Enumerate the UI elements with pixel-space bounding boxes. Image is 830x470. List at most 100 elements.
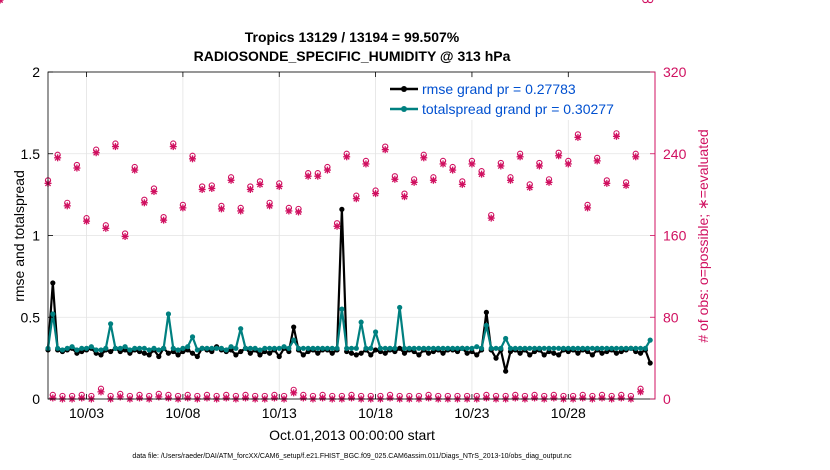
totalspread-point — [397, 304, 403, 311]
totalspread-point — [541, 345, 547, 351]
obs-evaluated-marker — [617, 394, 625, 402]
rmse-point — [353, 352, 359, 358]
rmse-point — [589, 352, 595, 358]
x-tick-label: 10/03 — [69, 405, 104, 421]
totalspread-point — [483, 322, 489, 329]
obs-evaluated-marker — [285, 207, 293, 215]
obs-evaluated-marker — [386, 394, 394, 402]
totalspread-point — [291, 337, 297, 343]
y-left-tick-label: 1 — [32, 228, 40, 244]
obs-evaluated-marker — [270, 394, 278, 402]
totalspread-point — [344, 345, 350, 351]
obs-evaluated-marker — [497, 162, 505, 170]
totalspread-point — [546, 345, 552, 351]
x-tick-label: 10/13 — [262, 405, 297, 421]
totalspread-point — [580, 345, 586, 351]
totalspread-point — [633, 345, 639, 351]
obs-possible-marker — [642, 0, 649, 4]
rmse-point — [474, 352, 480, 358]
totalspread-point — [527, 345, 533, 351]
totalspread-point — [88, 344, 94, 350]
obs-evaluated-marker — [203, 394, 211, 402]
totalspread-point — [647, 337, 653, 343]
totalspread-point — [623, 345, 629, 351]
totalspread-point — [324, 345, 331, 351]
totalspread-point — [83, 345, 90, 351]
y-right-tick-label: 240 — [663, 146, 687, 162]
totalspread-point — [618, 345, 624, 351]
rmse-point — [527, 352, 533, 358]
obs-evaluated-marker — [222, 394, 230, 402]
rmse-point — [156, 353, 162, 360]
obs-evaluated-marker — [121, 233, 129, 240]
totalspread-point — [74, 347, 80, 353]
totalspread-point — [329, 345, 335, 351]
rmse-point — [257, 352, 263, 358]
totalspread-point — [401, 345, 408, 351]
totalspread-point — [589, 345, 595, 351]
obs-evaluated-marker — [622, 181, 630, 189]
rmse-point — [50, 280, 56, 286]
obs-evaluated-marker — [545, 178, 553, 186]
obs-evaluated-marker — [487, 214, 495, 222]
obs-evaluated-marker — [478, 170, 486, 178]
obs-evaluated-marker — [506, 176, 514, 184]
totalspread-point — [214, 345, 220, 351]
totalspread-point — [348, 345, 355, 351]
obs-evaluated-marker — [637, 388, 645, 396]
totalspread-point — [267, 345, 273, 351]
totalspread-point — [108, 321, 114, 327]
obs-evaluated-marker — [299, 394, 307, 402]
rmse-point — [247, 350, 253, 356]
totalspread-point — [339, 306, 345, 312]
obs-evaluated-marker — [102, 224, 110, 232]
totalspread-point — [536, 345, 542, 351]
totalspread-point — [180, 345, 186, 351]
totalspread-point — [382, 345, 388, 351]
obs-evaluated-marker — [323, 166, 331, 174]
totalspread-point — [531, 345, 538, 351]
y-left-axis-label: rmse and totalspread — [11, 170, 27, 302]
obs-evaluated-marker — [198, 185, 206, 193]
obs-evaluated-marker — [237, 207, 245, 215]
rmse-point — [493, 355, 499, 361]
obs-evaluated-marker — [584, 204, 592, 212]
totalspread-point — [132, 345, 138, 351]
obs-evaluated-marker — [550, 394, 558, 402]
rmse-point — [238, 348, 244, 355]
obs-evaluated-marker — [266, 202, 274, 210]
totalspread-point — [613, 345, 620, 351]
obs-evaluated-marker — [574, 133, 582, 141]
obs-evaluated-marker — [439, 160, 447, 168]
obs-evaluated-marker — [54, 154, 62, 162]
rmse-point — [647, 360, 653, 366]
obs-evaluated-marker — [482, 394, 490, 402]
totalspread-point — [276, 345, 282, 351]
obs-evaluated-marker — [290, 389, 298, 397]
rmse-point — [613, 350, 620, 356]
rmse-point — [440, 350, 446, 356]
legend-spread-label: totalspread grand pr = 0.30277 — [422, 101, 614, 117]
obs-evaluated-marker — [400, 193, 408, 201]
rmse-point — [358, 350, 364, 356]
rmse-point — [503, 368, 509, 374]
obs-evaluated-marker — [319, 394, 327, 402]
obs-evaluated-marker — [449, 166, 457, 174]
totalspread-point — [450, 345, 456, 351]
obs-evaluated-marker — [242, 394, 250, 402]
totalspread-point — [609, 345, 615, 351]
totalspread-point — [628, 345, 634, 351]
totalspread-point — [377, 345, 384, 351]
obs-evaluated-marker — [381, 146, 389, 154]
obs-evaluated-marker — [73, 164, 81, 172]
totalspread-point — [194, 347, 200, 353]
totalspread-point — [199, 345, 205, 351]
totalspread-point — [136, 345, 143, 351]
obs-evaluated-marker — [256, 180, 264, 188]
rmse-point — [329, 350, 335, 356]
obs-evaluated-marker — [140, 199, 148, 207]
totalspread-point — [252, 345, 258, 351]
totalspread-point — [112, 345, 119, 351]
x-tick-label: 10/28 — [551, 405, 586, 421]
totalspread-point — [64, 345, 70, 351]
